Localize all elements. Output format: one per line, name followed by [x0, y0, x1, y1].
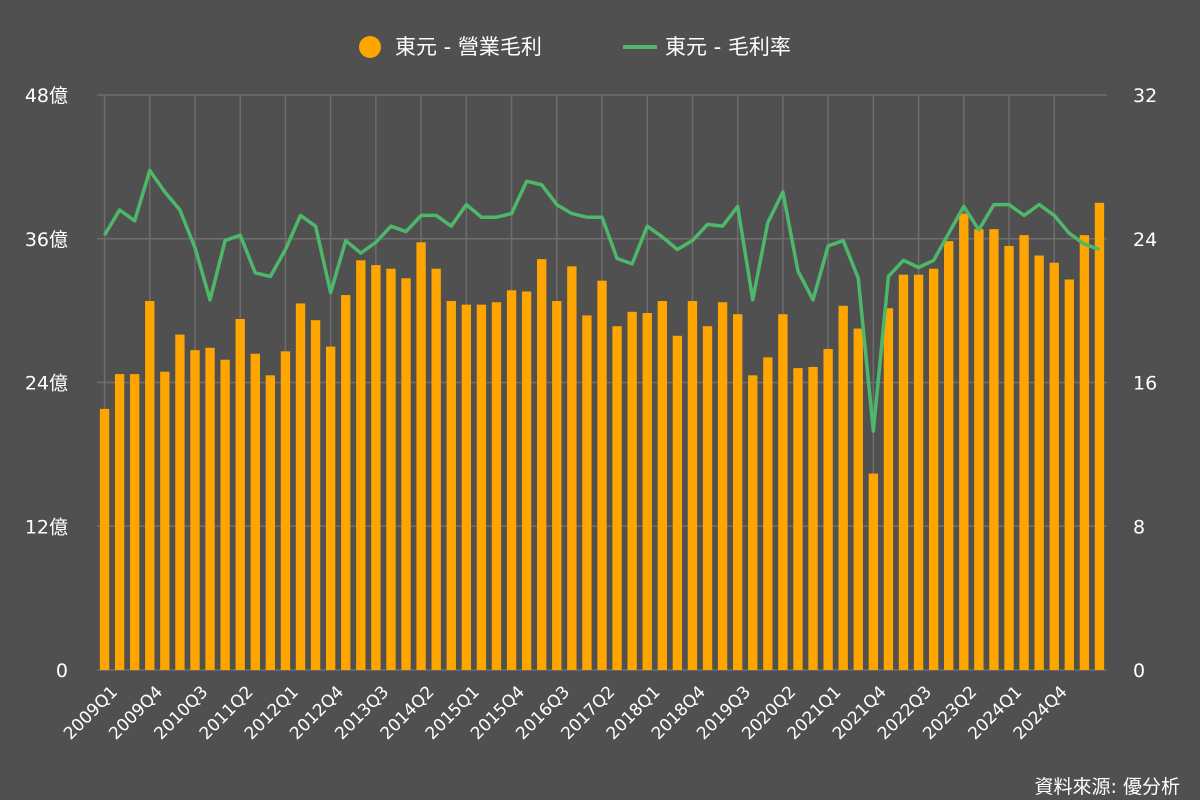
bar [99, 408, 110, 670]
bar [341, 295, 351, 670]
bar [1049, 262, 1059, 670]
y-right-tick-label: 0 [1133, 660, 1145, 682]
bar [838, 305, 848, 670]
bar [175, 334, 185, 670]
bar-series [99, 202, 1105, 671]
bar [627, 311, 637, 670]
legend-bar-marker [359, 36, 381, 58]
y-left-tick-label: 0 [56, 660, 68, 682]
line-series [103, 168, 1101, 433]
bar [733, 314, 743, 670]
bar [1019, 235, 1029, 670]
bar [114, 374, 125, 670]
line-path [103, 168, 1101, 433]
y-left-tick-label: 36億 [25, 229, 68, 251]
source-label: 資料來源: 優分析 [1035, 776, 1180, 798]
y-right-tick-label: 32 [1133, 85, 1157, 107]
bar [567, 266, 577, 670]
bar [582, 315, 592, 670]
bar [325, 346, 336, 670]
bar [371, 265, 381, 670]
bar [446, 301, 456, 670]
bar [597, 280, 607, 670]
bar [476, 304, 487, 670]
bar [431, 268, 441, 670]
bar [913, 274, 924, 670]
bar [883, 308, 894, 670]
y-right-tick-label: 8 [1133, 516, 1145, 538]
bar [416, 242, 426, 670]
bar [521, 291, 532, 670]
bar [1004, 245, 1014, 670]
bar [642, 313, 652, 670]
y-left-tick-label: 12億 [25, 516, 68, 538]
bar [220, 359, 230, 670]
bar [491, 302, 502, 670]
bar [145, 301, 155, 670]
bar [612, 326, 622, 670]
y-left-axis: 0 12億 24億 36億 48億 [25, 85, 68, 682]
bar [295, 303, 306, 670]
bar [386, 268, 396, 670]
bar [823, 348, 833, 670]
bar [808, 366, 818, 670]
bar [687, 301, 698, 670]
y-left-tick-label: 48億 [25, 85, 68, 107]
bar [944, 241, 954, 670]
bar [205, 347, 215, 670]
bar [898, 274, 909, 670]
bar [160, 371, 170, 670]
bar [537, 259, 547, 670]
x-axis: 2009Q12009Q42010Q32011Q22012Q12012Q42013… [60, 682, 1072, 744]
bar [672, 335, 683, 670]
bar [717, 302, 728, 670]
legend: 東元 - 營業毛利 東元 - 毛利率 [359, 35, 791, 59]
bar [778, 314, 788, 670]
bar [928, 268, 939, 670]
y-right-tick-label: 16 [1133, 373, 1157, 395]
bar [702, 326, 713, 670]
bar [1034, 255, 1044, 670]
bar [356, 260, 366, 670]
bar [130, 374, 140, 670]
y-right-axis: 0 8 16 24 32 [1133, 85, 1157, 682]
bar [748, 375, 758, 670]
bar [1094, 202, 1105, 670]
bar [793, 368, 803, 671]
bar [280, 351, 291, 670]
bar [401, 278, 411, 670]
bar [190, 350, 200, 670]
bar [657, 301, 667, 670]
bar [552, 301, 562, 670]
bar [461, 304, 472, 670]
bar [250, 353, 260, 670]
bar [1079, 235, 1090, 670]
y-right-tick-label: 24 [1133, 229, 1157, 251]
bar [265, 375, 276, 670]
bar [959, 213, 969, 670]
bar [310, 320, 321, 670]
bar [763, 357, 773, 670]
bar [868, 473, 879, 670]
legend-bar-label: 東元 - 營業毛利 [395, 35, 542, 59]
bar [974, 229, 984, 671]
bar [989, 229, 999, 671]
legend-line-label: 東元 - 毛利率 [665, 35, 791, 59]
bar [235, 319, 245, 670]
bar [853, 328, 863, 670]
y-left-tick-label: 24億 [25, 373, 68, 395]
bar [1064, 279, 1074, 670]
bar [506, 290, 517, 670]
